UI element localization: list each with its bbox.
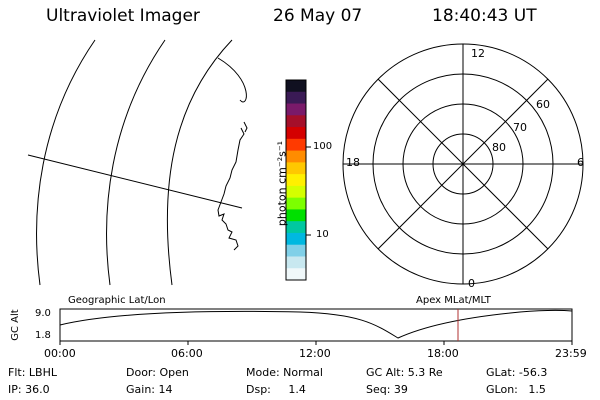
color-bar-tick-label: 10 <box>316 229 329 240</box>
glat-status: GLat: -56.3 <box>486 366 548 379</box>
x-tick-label: 06:00 <box>171 347 203 360</box>
lat-label-60: 60 <box>536 98 550 111</box>
color-bar-segment <box>286 197 306 210</box>
seq-status: Seq: 39 <box>366 383 408 396</box>
dsp-status: Dsp: 1.4 <box>246 383 306 396</box>
color-bar-segment <box>286 91 306 105</box>
filter-status: Flt: LBHL <box>8 366 57 379</box>
timeline-right-label: Apex MLat/MLT <box>416 295 491 306</box>
gc-alt-status: GC Alt: 5.3 Re <box>366 366 443 379</box>
y-tick-label: 9.0 <box>35 308 51 319</box>
time-label: 18:40:43 UT <box>432 6 537 26</box>
date-label: 26 May 07 <box>273 6 363 26</box>
x-tick-label: 00:00 <box>44 347 76 360</box>
mlt-label-noon: 12 <box>471 47 485 60</box>
color-bar-frame <box>285 79 307 281</box>
door-status: Door: Open <box>126 366 189 379</box>
y-axis-label: GC Alt <box>10 309 21 341</box>
mlt-line-diagonal <box>377 78 549 250</box>
color-bar-segment <box>286 103 306 116</box>
color-bar-segment <box>286 115 306 128</box>
color-bar-segment <box>286 150 306 163</box>
x-tick-label: 18:00 <box>427 347 459 360</box>
map-grid-line <box>27 154 243 209</box>
y-tick-label: 1.8 <box>35 330 51 341</box>
timeline-left-label: Geographic Lat/Lon <box>68 295 166 306</box>
instrument-title: Ultraviolet Imager <box>46 6 200 26</box>
color-bar-segment <box>286 209 306 222</box>
map-grid-arc <box>36 39 96 286</box>
coastline <box>243 121 248 133</box>
color-bar-segment <box>286 162 306 175</box>
coastline <box>217 127 245 251</box>
color-bar-segment <box>286 185 306 199</box>
mode-status: Mode: Normal <box>246 366 323 379</box>
color-bar-segment <box>286 138 306 152</box>
x-tick-label: 23:59 <box>555 347 587 360</box>
mlt-label-midnight: 0 <box>468 277 475 290</box>
glon-status: GLon: 1.5 <box>486 383 546 396</box>
color-bar-segment <box>286 232 306 246</box>
color-bar-segment <box>286 127 306 140</box>
color-bar-segment <box>286 256 306 269</box>
lat-label-80: 80 <box>492 141 506 154</box>
color-bar-segment <box>286 244 306 257</box>
mlt-label-dusk: 18 <box>346 156 360 169</box>
map-grid-arc <box>106 39 166 286</box>
color-bar-segment <box>286 268 306 281</box>
map-grid-arc <box>166 39 233 286</box>
color-bar-segment <box>286 80 306 93</box>
color-bar-tick-label: 100 <box>313 141 333 152</box>
x-tick-label: 12:00 <box>299 347 331 360</box>
map-grid-arc <box>217 57 247 103</box>
altitude-curve <box>59 309 573 339</box>
mlt-label-dawn: 6 <box>577 156 584 169</box>
color-bar-segment <box>286 221 306 234</box>
color-bar-segment <box>286 174 306 187</box>
lat-label-70: 70 <box>513 121 527 134</box>
timeline-frame <box>59 308 573 342</box>
gain-status: Gain: 14 <box>126 383 173 396</box>
ip-status: IP: 36.0 <box>8 383 50 396</box>
